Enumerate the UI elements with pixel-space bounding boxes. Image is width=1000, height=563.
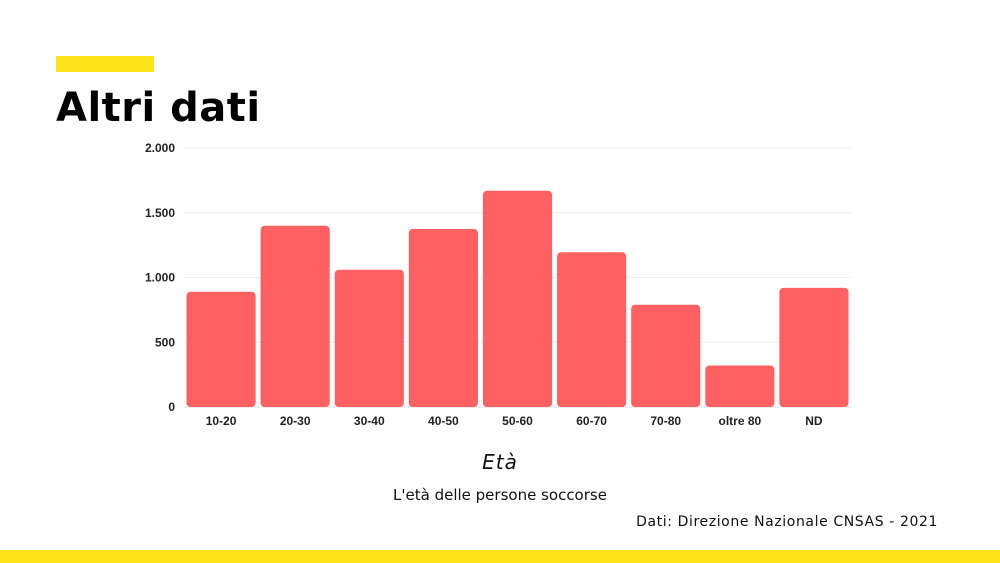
x-tick-label: 20-30 — [280, 414, 311, 428]
source-note: Dati: Direzione Nazionale CNSAS - 2021 — [636, 514, 938, 530]
bar-chart: 0 500 1.000 1.500 2.000 10-20 20-30 30-40 40-50… — [145, 141, 851, 428]
y-tick-label: 1.500 — [145, 206, 175, 220]
bar-40-50 — [408, 228, 478, 407]
y-axis-ticks: 0 500 1.000 1.500 2.000 — [145, 141, 175, 414]
bar-30-40 — [334, 269, 404, 407]
x-tick-label: 40-50 — [428, 414, 459, 428]
bar-70-80 — [631, 304, 701, 407]
chart-caption: L'età delle persone soccorse — [393, 486, 607, 504]
bar-10-20 — [186, 291, 256, 407]
x-tick-label: 60-70 — [576, 414, 607, 428]
bar-20-30 — [260, 225, 330, 407]
x-tick-label: ND — [805, 414, 823, 428]
x-tick-label: 70-80 — [650, 414, 681, 428]
y-tick-label: 0 — [168, 400, 175, 414]
x-axis-ticks: 10-20 20-30 30-40 40-50 50-60 60-70 70-80 oltre… — [206, 414, 823, 428]
x-tick-label: 30-40 — [354, 414, 385, 428]
x-tick-label: oltre 80 — [718, 414, 761, 428]
y-tick-label: 1.000 — [145, 271, 175, 285]
y-tick-label: 500 — [155, 335, 175, 349]
bar-50-60 — [482, 190, 553, 407]
bars — [186, 190, 849, 407]
x-tick-label: 50-60 — [502, 414, 533, 428]
bar-60-70 — [557, 252, 627, 407]
accent-bar-bottom — [0, 550, 1000, 563]
y-tick-label: 2.000 — [145, 141, 175, 155]
bar-ND — [779, 287, 849, 407]
bar-oltre-80 — [705, 365, 775, 407]
x-axis-label: Età — [482, 450, 518, 474]
x-tick-label: 10-20 — [206, 414, 237, 428]
accent-bar-top — [56, 56, 154, 72]
page-title: Altri dati — [56, 85, 261, 131]
